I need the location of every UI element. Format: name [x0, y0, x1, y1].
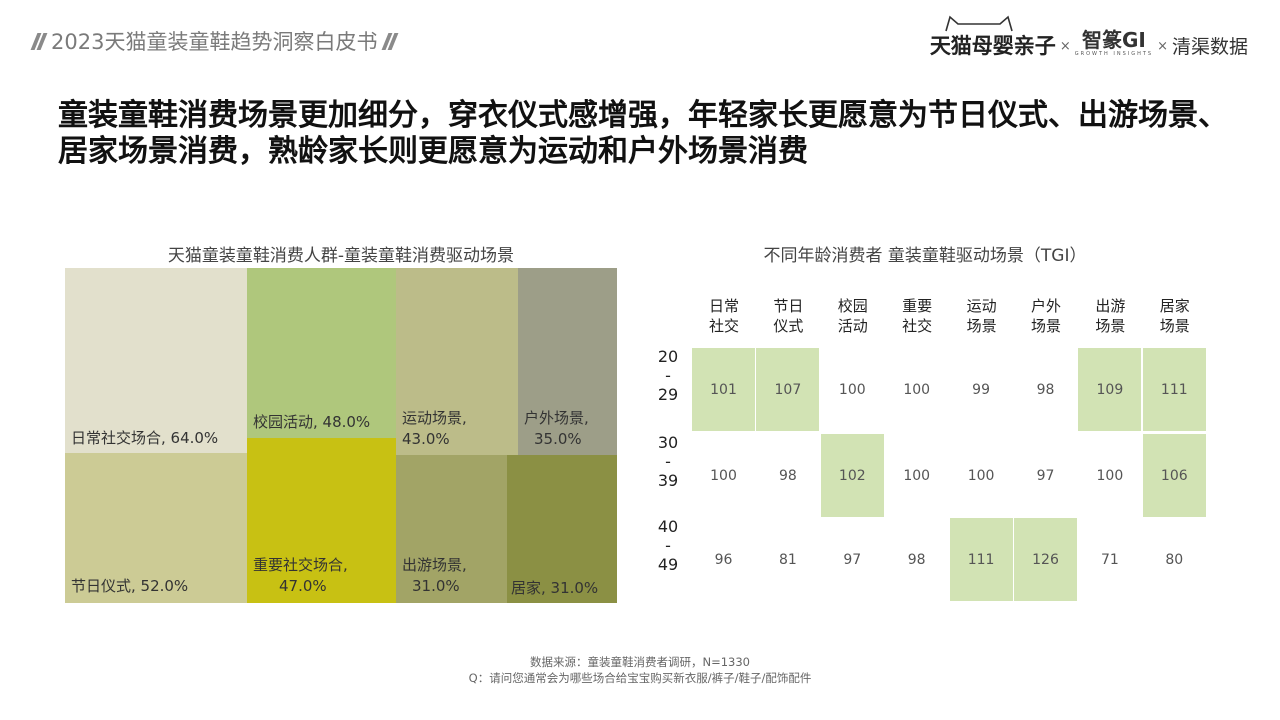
column-header: 运动 场景: [966, 297, 997, 335]
tile-sports: 运动场景, 43.0%: [396, 268, 518, 455]
column-header: 节日 仪式: [773, 297, 804, 335]
heatmap-cell: 100: [1096, 467, 1124, 484]
treemap-chart: 日常社交场合, 64.0% 节日仪式, 52.0% 校园活动, 48.0% 重要…: [65, 268, 617, 603]
heatmap-title: 不同年龄消费者 童装童鞋驱动场景（TGI）: [763, 246, 1087, 266]
heatmap-cell: 98: [778, 467, 797, 484]
qingqu-logo: 清渠数据: [1171, 35, 1248, 58]
heatmap-cell: 109: [1078, 348, 1142, 431]
zhixiang-logo: 智篆GI GROWTH INSIGHTS: [1074, 28, 1154, 57]
column-header: 户外 场景: [1030, 297, 1061, 335]
row-header-age: 30-39: [657, 433, 679, 490]
column-header: 居家 场景: [1159, 297, 1190, 335]
tile-festival-ritual: 节日仪式, 52.0%: [65, 453, 247, 603]
heatmap-cell: 100: [710, 467, 737, 484]
partner-logos: 天猫母婴亲子 × 智篆GI GROWTH INSIGHTS × 清渠数据: [930, 15, 1248, 62]
heatmap-cell: 99: [972, 381, 990, 398]
slash-decoration-icon: [32, 33, 45, 50]
heatmap-cell: 100: [967, 467, 995, 484]
slash-decoration-icon: [383, 33, 396, 50]
tile-campus-activity: 校园活动, 48.0%: [247, 268, 396, 438]
headline: 童装童鞋消费场景更加细分，穿衣仪式感增强，年轻家长更愿意为节日仪式、出游场景、居…: [58, 98, 1228, 169]
heatmap-cell: 96: [714, 551, 733, 568]
column-header: 出游 场景: [1095, 297, 1126, 335]
tmall-baby-logo: 天猫母婴亲子: [930, 15, 1056, 60]
column-header: 日常 社交: [708, 297, 739, 335]
tile-home: 居家, 31.0%: [507, 455, 617, 603]
row-header-age: 20-29: [657, 347, 679, 404]
column-header: 校园 活动: [837, 297, 868, 335]
heatmap-cell: 126: [1014, 518, 1077, 601]
heatmap-cell: 102: [820, 434, 884, 517]
heatmap-cell: 97: [843, 551, 862, 568]
tgi-heatmap: 日常 社交 节日 仪式 校园 活动 重要 社交 运动 场景 户外 场景 出游 场景 居家 场景 20-29 101…: [650, 290, 1210, 610]
treemap-title: 天猫童装童鞋消费人群-童装童鞋消费驱动场景: [167, 246, 515, 266]
heatmap-cell: 80: [1165, 551, 1184, 568]
report-header: 2023天猫童装童鞋趋势洞察白皮书: [32, 26, 396, 56]
heatmap-cell: 100: [903, 381, 931, 398]
data-source-note: 数据来源：童装童鞋消费者调研，N=1330: [529, 655, 750, 669]
logo-separator: ×: [1157, 38, 1168, 54]
heatmap-cell: 106: [1142, 434, 1206, 517]
column-header: 重要 社交: [902, 297, 933, 335]
survey-question-note: Q：请问您通常会为哪些场合给宝宝购买新衣服/裤子/鞋子/配饰配件: [468, 671, 812, 685]
row-header-age: 40-49: [657, 517, 679, 574]
tile-important-social: 重要社交场合, 47.0%: [247, 438, 396, 603]
heatmap-cell: 98: [907, 551, 926, 568]
heatmap-cell: 81: [778, 551, 797, 568]
heatmap-cell: 111: [1142, 348, 1206, 431]
heatmap-cell: 100: [838, 381, 866, 398]
tmall-cat-ears-icon: [945, 15, 1013, 32]
heatmap-cell: 100: [903, 467, 931, 484]
heatmap-cell: 101: [692, 348, 755, 431]
heatmap-cell: 97: [1036, 467, 1055, 484]
tile-travel: 出游场景, 31.0%: [396, 455, 507, 603]
tile-daily-social: 日常社交场合, 64.0%: [65, 268, 247, 453]
heatmap-cell: 71: [1100, 551, 1119, 568]
heatmap-cell: 111: [949, 518, 1013, 601]
tile-outdoor: 户外场景, 35.0%: [518, 268, 617, 455]
heatmap-cell: 98: [1036, 381, 1055, 398]
heatmap-cell: 107: [756, 348, 820, 431]
logo-separator: ×: [1059, 38, 1071, 54]
report-title: 2023天猫童装童鞋趋势洞察白皮书: [51, 30, 378, 54]
